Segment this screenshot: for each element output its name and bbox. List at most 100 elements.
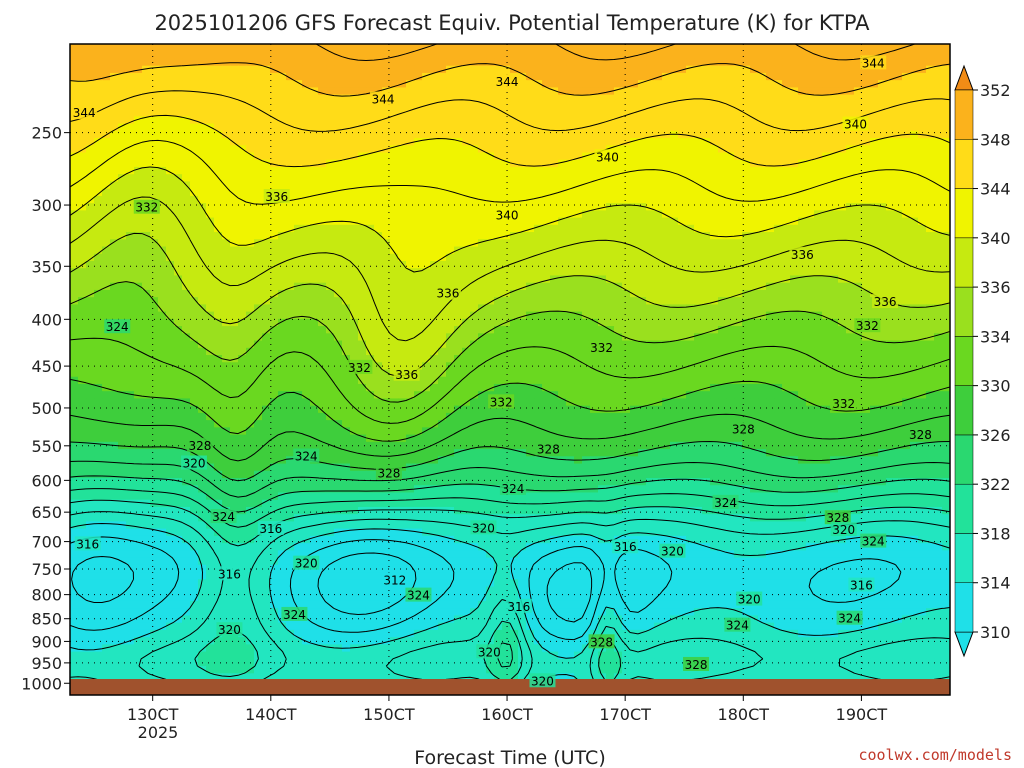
heatmap-cell — [662, 246, 671, 255]
heatmap-cell — [782, 72, 791, 81]
heatmap-cell — [798, 355, 807, 363]
heatmap-cell — [278, 355, 287, 363]
heatmap-cell — [350, 130, 359, 139]
heatmap-cell — [798, 203, 807, 211]
heatmap-cell — [318, 195, 327, 204]
heatmap-cell — [910, 195, 919, 204]
heatmap-cell — [78, 369, 87, 378]
heatmap-cell — [102, 369, 111, 378]
heatmap-cell — [638, 203, 647, 211]
heatmap-cell — [750, 224, 759, 233]
heatmap-cell — [942, 261, 950, 269]
heatmap-cell — [934, 239, 943, 248]
heatmap-cell — [878, 318, 887, 327]
heatmap-cell — [198, 101, 207, 110]
heatmap-cell — [942, 217, 950, 226]
heatmap-cell — [798, 261, 807, 269]
heatmap-cell — [878, 72, 887, 81]
heatmap-cell — [846, 268, 855, 277]
heatmap-cell — [286, 369, 295, 378]
heatmap-cell — [782, 347, 791, 356]
heatmap-cell — [622, 138, 631, 146]
heatmap-cell — [366, 174, 375, 183]
heatmap-cell — [686, 44, 695, 52]
heatmap-cell — [910, 304, 919, 313]
heatmap-cell — [862, 181, 871, 190]
heatmap-cell — [406, 333, 415, 342]
heatmap-cell — [790, 347, 799, 356]
heatmap-cell — [286, 289, 295, 298]
heatmap-cell — [638, 87, 647, 96]
heatmap-cell — [230, 101, 239, 110]
heatmap-cell — [694, 44, 703, 52]
heatmap-cell — [566, 174, 575, 183]
heatmap-cell — [142, 65, 151, 74]
heatmap-cell — [750, 152, 759, 161]
heatmap-cell — [294, 152, 303, 161]
heatmap-cell — [822, 195, 831, 204]
heatmap-cell — [118, 333, 127, 342]
heatmap-cell — [934, 80, 943, 88]
heatmap-cell — [574, 347, 583, 356]
heatmap-cell — [190, 145, 199, 154]
heatmap-cell — [638, 311, 647, 320]
heatmap-cell — [782, 282, 791, 291]
heatmap-cell — [662, 340, 671, 349]
heatmap-cell — [926, 80, 935, 88]
heatmap-cell — [606, 261, 615, 269]
heatmap-cell — [262, 174, 271, 183]
heatmap-cell — [382, 51, 391, 60]
heatmap-cell — [846, 145, 855, 154]
heatmap-cell — [350, 195, 359, 204]
heatmap-cell — [222, 268, 231, 277]
heatmap-cell — [102, 246, 111, 255]
heatmap-cell — [334, 326, 343, 334]
heatmap-cell — [126, 174, 135, 183]
heatmap-cell — [134, 174, 143, 183]
heatmap-cell — [494, 51, 503, 60]
heatmap-cell — [846, 275, 855, 284]
heatmap-cell — [102, 181, 111, 190]
heatmap-cell — [78, 340, 87, 349]
heatmap-cell — [430, 116, 439, 125]
heatmap-cell — [222, 181, 231, 190]
heatmap-cell — [806, 347, 815, 356]
heatmap-cell — [670, 51, 679, 60]
heatmap-cell — [286, 355, 295, 363]
heatmap-cell — [558, 289, 567, 298]
heatmap-cell — [886, 188, 895, 197]
heatmap-cell — [886, 130, 895, 139]
heatmap-cell — [94, 101, 103, 110]
heatmap-cell — [270, 217, 279, 226]
heatmap-cell — [422, 203, 431, 211]
heatmap-cell — [758, 224, 767, 233]
heatmap-cell — [630, 130, 639, 139]
heatmap-cell — [118, 145, 127, 154]
heatmap-cell — [806, 152, 815, 161]
heatmap-cell — [614, 123, 623, 132]
heatmap-cell — [566, 203, 575, 211]
heatmap-cell — [334, 355, 343, 363]
heatmap-cell — [406, 326, 415, 334]
heatmap-cell — [462, 174, 471, 183]
heatmap-cell — [470, 297, 479, 305]
heatmap-cell — [902, 326, 911, 334]
heatmap-cell — [206, 261, 215, 269]
heatmap-cell — [654, 246, 663, 255]
heatmap-cell — [262, 282, 271, 291]
heatmap-cell — [862, 239, 871, 248]
heatmap-cell — [718, 289, 727, 298]
heatmap-cell — [510, 246, 519, 255]
heatmap-cell — [590, 44, 599, 52]
heatmap-cell — [94, 261, 103, 269]
heatmap-cell — [238, 210, 247, 219]
heatmap-cell — [574, 232, 583, 240]
heatmap-cell — [238, 116, 247, 125]
heatmap-cell — [334, 65, 343, 74]
heatmap-cell — [798, 116, 807, 125]
heatmap-cell — [742, 72, 751, 81]
heatmap-cell — [78, 166, 87, 175]
heatmap-cell — [94, 275, 103, 284]
heatmap-cell — [542, 181, 551, 190]
heatmap-cell — [750, 58, 759, 67]
